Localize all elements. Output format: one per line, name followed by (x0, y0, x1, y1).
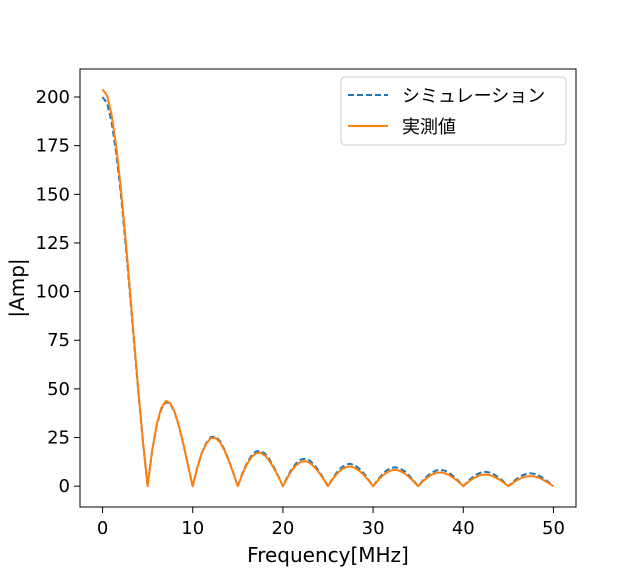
series-layer (101, 88, 555, 488)
y-tick-label: 50 (47, 379, 70, 400)
x-tick-label: 30 (362, 518, 385, 539)
y-tick-label: 200 (36, 87, 70, 108)
y-axis-label: |Amp| (5, 258, 29, 317)
y-tick-label: 125 (36, 233, 70, 254)
legend-box (340, 76, 567, 146)
y-tick-label: 150 (36, 184, 70, 205)
x-tick-label: 20 (271, 518, 294, 539)
x-tick-label: 0 (97, 518, 108, 539)
legend-label: 実測値 (402, 117, 456, 138)
y-axis: 0 25 50 75 100 125 150 175 200 (36, 87, 80, 497)
x-axis: 0 10 20 30 40 50 (97, 507, 565, 539)
series-line-1 (101, 88, 555, 488)
x-tick-label: 50 (542, 518, 565, 539)
y-tick-label: 25 (47, 428, 70, 449)
plot-area-frame (79, 68, 577, 508)
x-tick-label: 40 (452, 518, 475, 539)
x-tick-label: 10 (181, 518, 204, 539)
x-axis-label: Frequency[MHz] (247, 543, 409, 567)
y-tick-label: 175 (36, 136, 70, 157)
y-tick-label: 75 (47, 330, 70, 351)
legend-label: シミュレーション (402, 86, 545, 107)
y-tick-label: 0 (59, 476, 70, 497)
y-tick-label: 100 (36, 282, 70, 303)
